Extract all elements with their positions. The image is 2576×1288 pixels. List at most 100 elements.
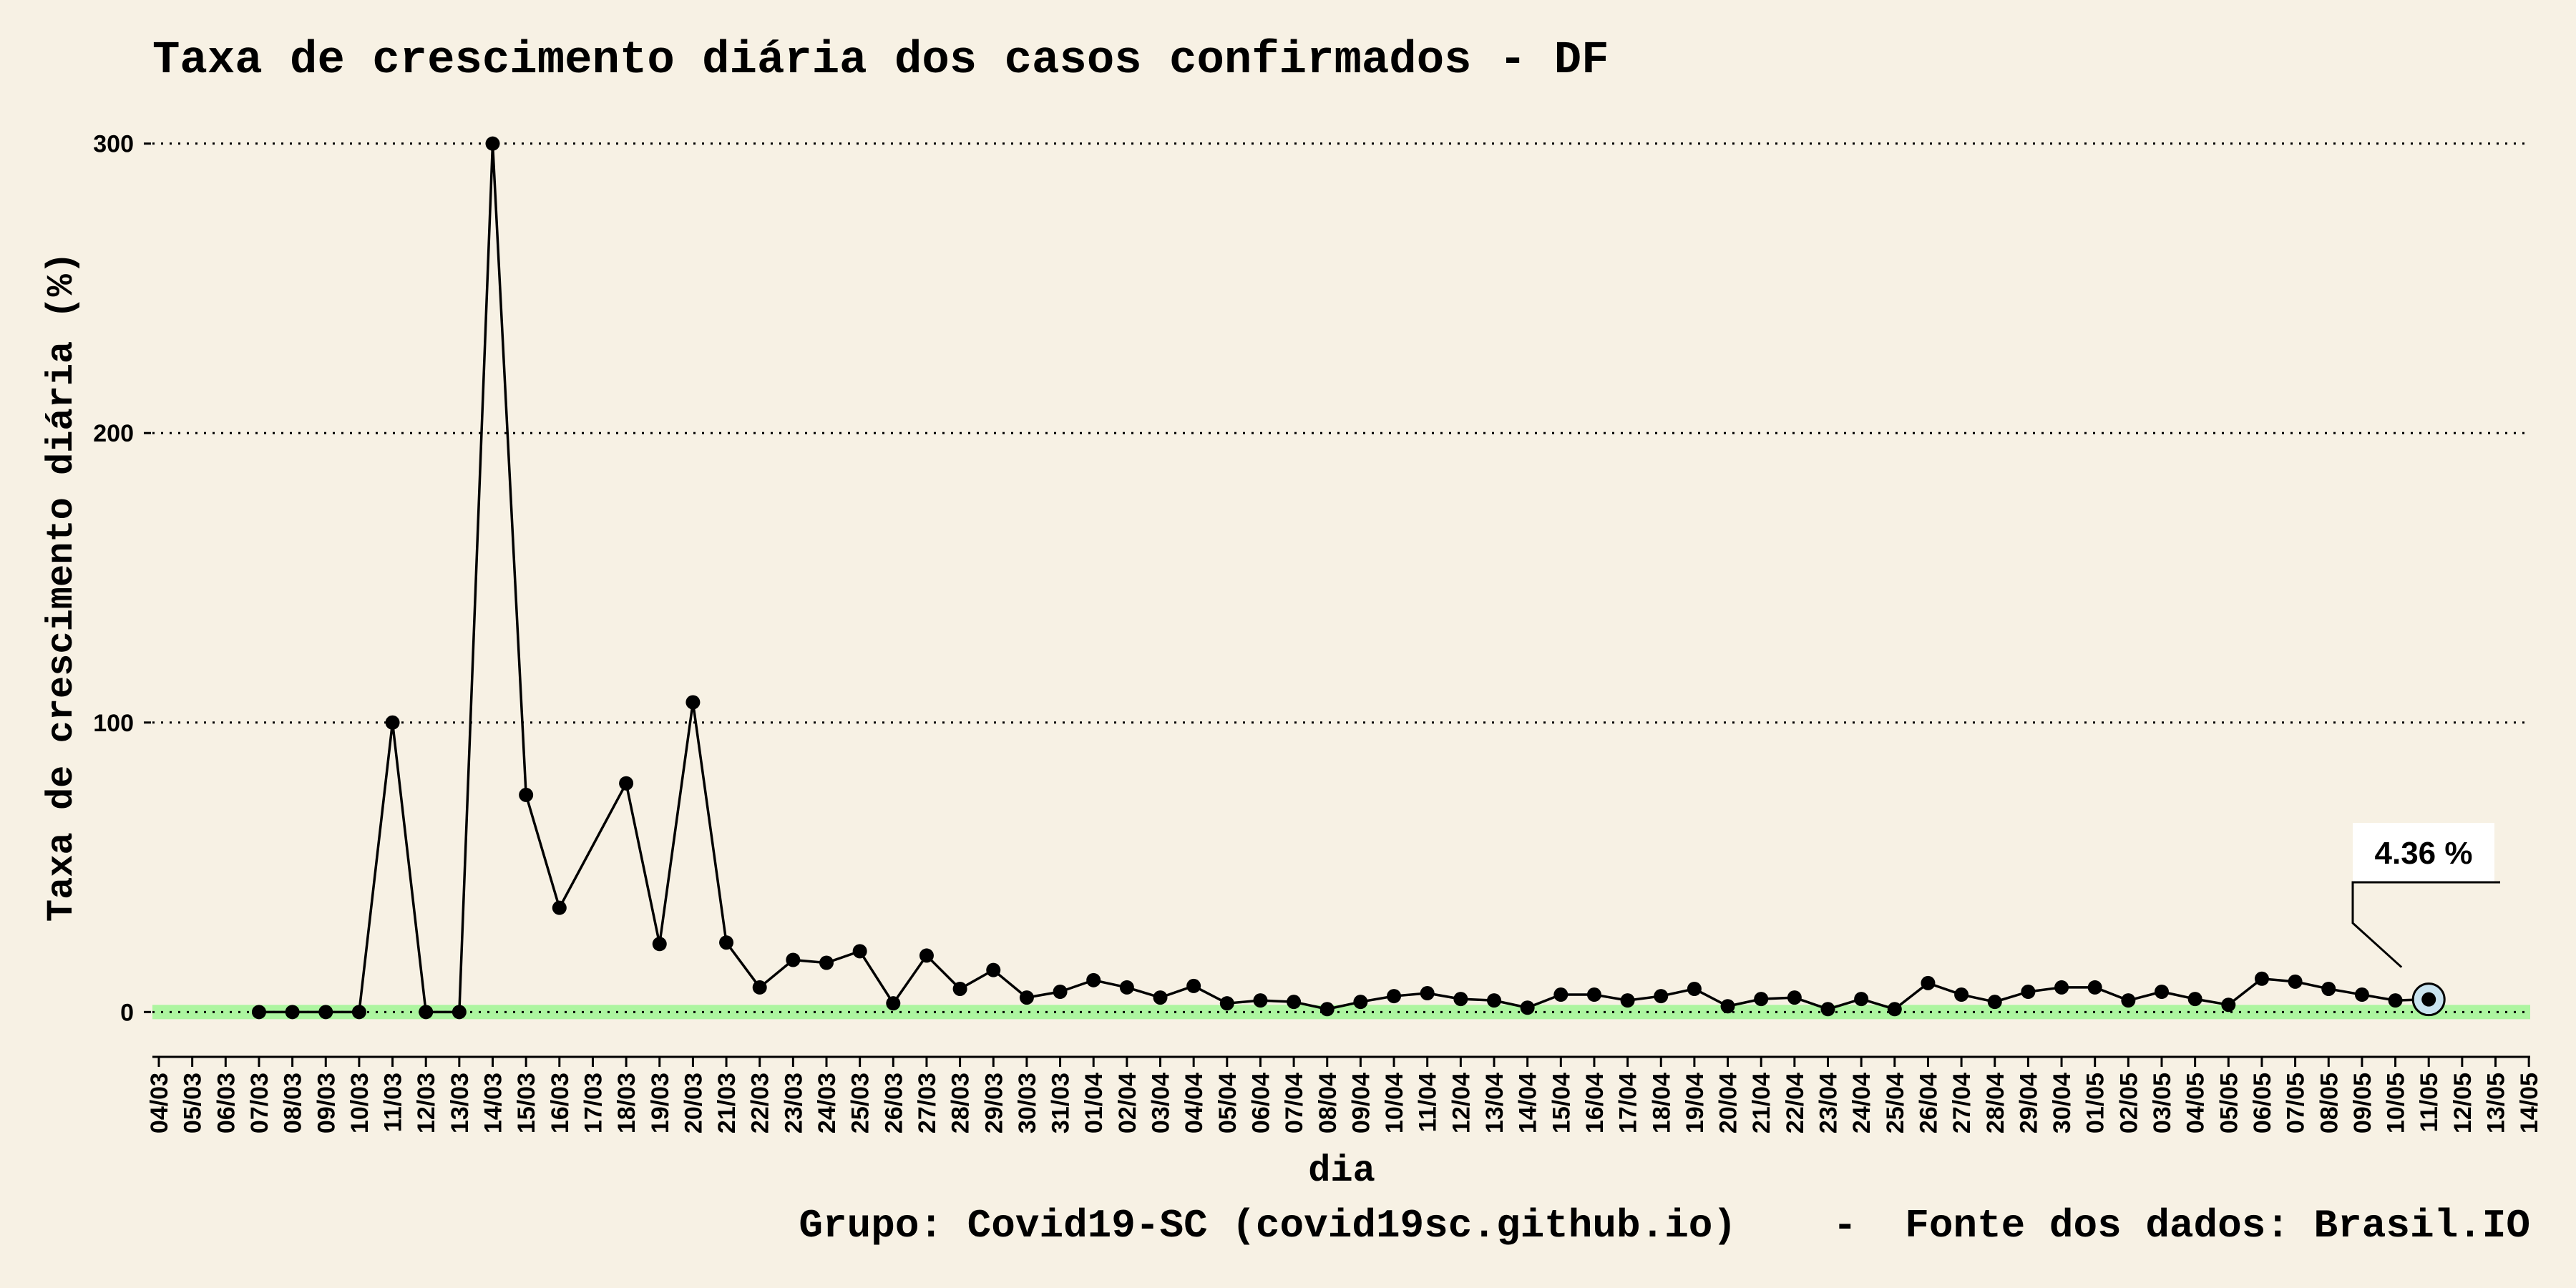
data-point (385, 715, 400, 730)
x-tick-label: 18/03 (613, 1073, 640, 1133)
x-tick-label: 26/03 (880, 1073, 907, 1133)
x-tick-label: 14/03 (480, 1073, 507, 1133)
x-tick-label: 07/05 (2283, 1073, 2310, 1133)
x-tick-label: 12/03 (413, 1073, 440, 1133)
x-tick-label: 01/04 (1080, 1073, 1108, 1133)
y-axis-title: Taxa de crescimento diária (%) (41, 252, 83, 922)
annotation-box (2353, 823, 2494, 882)
x-axis-title: dia (1308, 1150, 1375, 1192)
data-point (2121, 993, 2136, 1008)
gridlines (152, 142, 2530, 1013)
data-point (1420, 986, 1435, 1001)
x-tick-label: 05/03 (180, 1073, 207, 1133)
data-point (1186, 978, 1201, 993)
data-point (2087, 980, 2102, 995)
y-axis: 0 100 200 300 (93, 131, 151, 1026)
annotation-label: 4.36 % (2375, 836, 2473, 871)
x-tick-label: 13/04 (1481, 1073, 1508, 1133)
data-point (1921, 975, 1936, 990)
x-tick-label: 09/03 (313, 1073, 340, 1133)
x-tick-label: 10/03 (346, 1073, 374, 1133)
data-point (1987, 995, 2002, 1010)
data-point (519, 787, 534, 802)
x-tick-label: 24/03 (814, 1073, 841, 1133)
data-point (619, 776, 634, 791)
x-tick-label: 06/04 (1247, 1073, 1274, 1133)
x-tick-label: 02/04 (1114, 1073, 1141, 1133)
x-tick-label: 27/03 (914, 1073, 941, 1133)
zero-reference-band (152, 1005, 2530, 1020)
data-point (251, 1005, 266, 1020)
data-point (1086, 972, 1101, 987)
highlight-point (2421, 992, 2436, 1007)
data-point (1687, 981, 1702, 996)
x-tick-label: 27/04 (1948, 1073, 1976, 1133)
data-point (886, 996, 901, 1011)
data-point (1387, 989, 1402, 1004)
data-point (2388, 993, 2403, 1008)
x-axis: 04/03 05/03 06/03 07/03 08/03 09/03 10/03 11/03… (146, 1055, 2543, 1133)
x-tick-label: 25/03 (847, 1073, 874, 1133)
data-point (1887, 1002, 1902, 1017)
x-tick-label: 04/05 (2182, 1073, 2210, 1133)
x-tick-label: 10/04 (1381, 1073, 1408, 1133)
data-point (1253, 993, 1268, 1008)
x-tick-label: 08/03 (280, 1073, 307, 1133)
x-tick-label: 12/05 (2449, 1073, 2477, 1133)
data-point (1553, 987, 1568, 1002)
data-point (1620, 993, 1635, 1008)
data-point (1854, 992, 1869, 1007)
data-point (419, 1005, 434, 1020)
x-tick-label: 29/04 (2015, 1073, 2042, 1133)
x-tick-label: 22/03 (747, 1073, 774, 1133)
data-point (351, 1005, 366, 1020)
data-point (1520, 1000, 1535, 1015)
data-point (852, 944, 867, 959)
x-tick-label: 17/03 (580, 1073, 607, 1133)
data-point (485, 136, 500, 151)
data-point (1287, 995, 1302, 1010)
data-point (2021, 985, 2036, 999)
x-tick-label: 28/04 (1982, 1073, 2009, 1133)
x-tick-label: 28/03 (947, 1073, 975, 1133)
x-tick-label: 08/04 (1314, 1073, 1342, 1133)
x-tick-label: 01/05 (2082, 1073, 2109, 1133)
x-tick-label: 13/03 (447, 1073, 474, 1133)
x-tick-label: 10/05 (2383, 1073, 2410, 1133)
x-tick-label: 30/03 (1014, 1073, 1041, 1133)
data-point (1453, 992, 1468, 1007)
data-point (752, 980, 767, 995)
x-tick-label: 30/04 (2049, 1073, 2076, 1133)
data-point (2155, 985, 2169, 999)
x-tick-label: 19/03 (647, 1073, 674, 1133)
x-tick-label: 20/04 (1715, 1073, 1742, 1133)
x-tick-label: 05/04 (1214, 1073, 1241, 1133)
x-tick-label: 04/04 (1181, 1073, 1208, 1133)
data-point (1954, 987, 1969, 1002)
x-tick-label: 16/04 (1581, 1073, 1609, 1133)
data-point (1019, 990, 1034, 1005)
x-tick-label: 29/03 (980, 1073, 1008, 1133)
data-point (2221, 997, 2236, 1013)
y-tick-label: 100 (93, 710, 134, 737)
data-point (919, 948, 934, 963)
x-tick-label: 06/05 (2249, 1073, 2276, 1133)
data-point (1487, 993, 1501, 1008)
x-tick-label: 12/04 (1448, 1073, 1475, 1133)
x-tick-label: 26/04 (1915, 1073, 1942, 1133)
data-point (1586, 987, 1601, 1002)
y-tick-label: 300 (93, 131, 134, 158)
data-point (686, 695, 701, 710)
data-point (552, 900, 567, 915)
x-tick-label: 03/04 (1148, 1073, 1175, 1133)
x-tick-label: 11/05 (2416, 1073, 2443, 1132)
annotation-leader-line (2351, 881, 2500, 968)
x-tick-label: 05/05 (2215, 1073, 2243, 1133)
data-point (1053, 985, 1068, 999)
data-point (2187, 992, 2202, 1007)
x-tick-label: 17/04 (1615, 1073, 1642, 1133)
x-tick-label: 02/05 (2115, 1073, 2142, 1133)
data-point (819, 955, 834, 970)
data-point (452, 1005, 467, 1020)
